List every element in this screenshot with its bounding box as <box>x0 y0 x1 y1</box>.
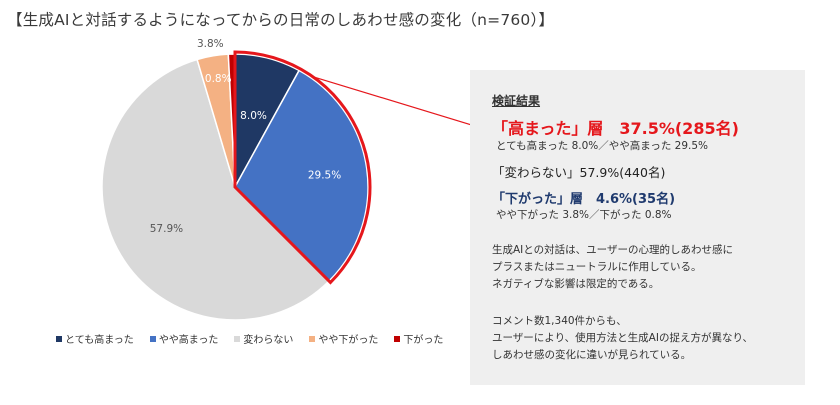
results-heading: 検証結果 <box>492 94 541 108</box>
chart-legend: とても高まった やや高まった 変わらない やや下がった 下がった <box>56 331 443 346</box>
increased-summary: 「高まった」層 37.5%(285名) <box>492 119 739 138</box>
chart-title: 【生成AIと対話するようになってからの日常のしあわせ感の変化（n=760）】 <box>7 11 555 29</box>
callout-line <box>312 76 489 131</box>
comments-line: コメント数1,340件からも、 <box>492 315 627 327</box>
slice-data-label: 29.5% <box>308 169 341 181</box>
legend-swatch <box>394 335 401 342</box>
findings-line: プラスまたはニュートラルに作用している。 <box>492 261 702 273</box>
legend-item-decreased: 下がった <box>394 331 443 346</box>
decreased-breakdown: やや下がった 3.8%／下がった 0.8% <box>496 209 672 221</box>
results-panel: 検証結果 「高まった」層 37.5%(285名) とても高まった 8.0%／やや… <box>470 70 805 385</box>
legend-label: 下がった <box>403 335 444 346</box>
findings-paragraph: 生成AIとの対話は、ユーザーの心理的しあわせ感に プラスまたはニュートラルに作用… <box>492 242 805 293</box>
highlight-outline <box>233 50 372 285</box>
comments-paragraph: コメント数1,340件からも、 ユーザーにより、使用方法と生成AIの捉え方が異な… <box>492 313 805 364</box>
legend-label: やや下がった <box>318 335 379 346</box>
legend-swatch <box>234 335 241 342</box>
decreased-summary: 「下がった」層 4.6%(35名) <box>492 192 676 207</box>
legend-label: やや高まった <box>158 335 219 346</box>
legend-swatch <box>309 335 316 342</box>
legend-label: とても高まった <box>65 335 134 346</box>
legend-item-unchanged: 変わらない <box>234 331 293 346</box>
comments-line: しあわせ感の変化に違いが見られている。 <box>492 349 692 361</box>
findings-line: ネガティブな影響は限定的である。 <box>492 278 660 290</box>
unchanged-summary: 「変わらない」57.9%(440名) <box>492 165 666 180</box>
pie-slice <box>234 69 369 283</box>
slice-data-label: 3.8% <box>197 38 224 50</box>
pie-slice <box>101 58 331 321</box>
legend-swatch <box>56 335 62 342</box>
findings-line: 生成AIとの対話は、ユーザーの心理的しあわせ感に <box>492 244 733 256</box>
slice-data-label: 0.8% <box>205 73 232 85</box>
comments-line: ユーザーにより、使用方法と生成AIの捉え方が異なり、 <box>492 332 754 344</box>
legend-swatch <box>149 335 156 342</box>
legend-item-slightly-increased: やや高まった <box>149 331 219 346</box>
legend-label: 変わらない <box>243 335 294 346</box>
legend-item-slightly-decreased: やや下がった <box>309 331 378 346</box>
legend-item-very-increased: とても高まった <box>56 331 134 346</box>
slice-data-label: 57.9% <box>150 223 183 235</box>
increased-breakdown: とても高まった 8.0%／やや高まった 29.5% <box>496 140 709 152</box>
slice-data-label: 8.0% <box>240 110 267 122</box>
